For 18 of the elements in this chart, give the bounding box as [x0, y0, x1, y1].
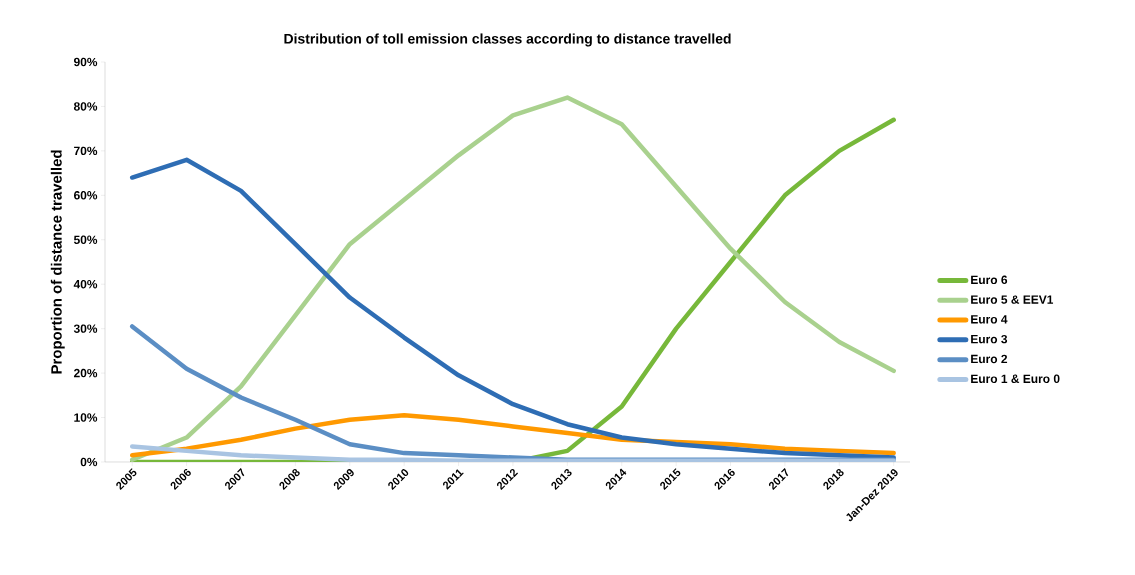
y-tick-label: 10%	[74, 413, 98, 422]
y-tick-label: 0%	[80, 457, 98, 467]
y-tick-label: 60%	[74, 191, 98, 200]
legend-label: Euro 1 & Euro 0	[971, 374, 1060, 383]
y-axis-title: Proportion of distance travelled	[50, 150, 65, 374]
legend-label: Euro 3	[971, 334, 1008, 344]
legend-label: Euro 6	[971, 275, 1008, 285]
y-tick-label: 70%	[74, 146, 98, 156]
y-tick-label: 30%	[73, 324, 98, 333]
chart-title: Distribution of toll emission classes according to distance travelled	[284, 33, 731, 47]
y-tick-label: 20%	[73, 368, 98, 378]
legend-label: Euro 5 & EEV1	[971, 295, 1054, 304]
legend-label: Euro 4	[971, 315, 1008, 324]
y-tick-label: 90%	[73, 57, 98, 67]
legend-label: Euro 2	[971, 354, 1008, 364]
y-tick-label: 80%	[73, 102, 98, 111]
y-tick-label: 50%	[73, 235, 98, 244]
y-tick-label: 40%	[73, 279, 98, 289]
